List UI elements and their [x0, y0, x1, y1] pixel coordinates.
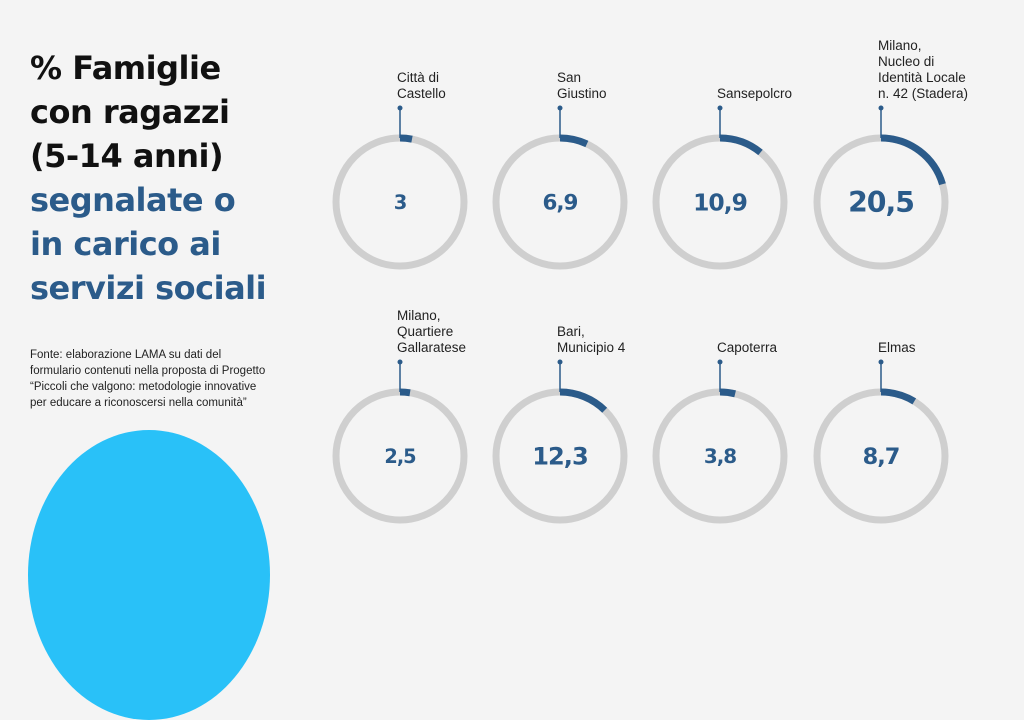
category-label: Castello	[397, 86, 446, 101]
category-label: Milano,	[397, 308, 441, 323]
gauge: Sansepolcro 10,9	[652, 86, 792, 270]
pointer-dot	[878, 105, 884, 111]
category-label: Gallaratese	[397, 340, 466, 355]
value-label: 3	[394, 191, 407, 214]
source-note: Fonte: elaborazione LAMA su dati del for…	[30, 349, 266, 409]
title-line: in carico ai	[30, 225, 221, 263]
category-label: Sansepolcro	[717, 86, 792, 101]
value-label: 10,9	[693, 188, 747, 216]
chart-title: % Famiglie con ragazzi (5-14 anni) segna…	[30, 46, 320, 310]
category-label: Milano,	[878, 38, 922, 53]
category-label: San	[557, 70, 581, 85]
category-label: Città di	[397, 70, 439, 85]
value-label: 8,7	[863, 444, 900, 470]
title-line: % Famiglie	[30, 49, 221, 87]
category-label: Elmas	[878, 340, 916, 355]
pointer-dot	[397, 105, 403, 111]
category-label: Municipio 4	[557, 340, 626, 355]
category-label: Bari,	[557, 324, 585, 339]
gauge: Elmas 8,7	[813, 340, 949, 524]
category-label: Identità Locale	[878, 70, 966, 85]
category-label: Capoterra	[717, 340, 778, 355]
value-label: 20,5	[848, 186, 914, 219]
category-label: Quartiere	[397, 324, 453, 339]
pointer-dot	[878, 359, 884, 365]
category-label: n. 42 (Stadera)	[878, 86, 968, 101]
value-label: 6,9	[543, 191, 578, 216]
title-line: con ragazzi	[30, 93, 230, 131]
pointer-dot	[557, 359, 563, 365]
title-line: segnalate o	[30, 181, 236, 219]
value-label: 3,8	[704, 445, 736, 468]
title-line: (5-14 anni)	[30, 137, 224, 175]
pointer-dot	[557, 105, 563, 111]
value-label: 2,5	[384, 445, 416, 468]
category-label: Nucleo di	[878, 54, 934, 69]
value-label: 12,3	[532, 443, 587, 471]
category-label: Giustino	[557, 86, 607, 101]
pointer-dot	[717, 105, 723, 111]
gauge: Bari,Municipio 4 12,3	[492, 324, 628, 524]
title-line: servizi sociali	[30, 269, 267, 307]
pointer-dot	[717, 359, 723, 365]
pointer-dot	[397, 359, 403, 365]
gauge: Capoterra 3,8	[652, 340, 788, 524]
